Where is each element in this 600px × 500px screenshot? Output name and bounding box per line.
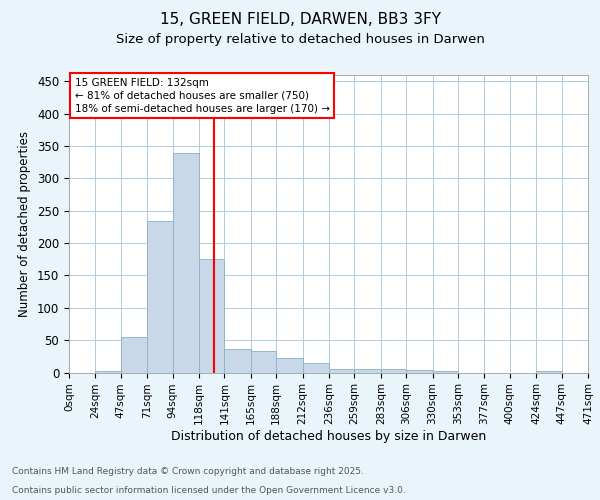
Bar — [199, 260, 224, 372]
Bar — [381, 370, 406, 372]
Text: 15, GREEN FIELD, DARWEN, BB3 3FY: 15, GREEN FIELD, DARWEN, BB3 3FY — [160, 12, 440, 28]
Bar — [433, 371, 458, 372]
Bar — [95, 370, 121, 372]
Bar — [302, 364, 329, 372]
Bar — [224, 348, 251, 372]
Bar — [147, 220, 173, 372]
Bar — [536, 370, 562, 372]
Bar — [406, 370, 433, 372]
Bar — [329, 368, 355, 372]
Bar — [173, 152, 199, 372]
Bar — [251, 351, 276, 372]
X-axis label: Distribution of detached houses by size in Darwen: Distribution of detached houses by size … — [171, 430, 486, 443]
Text: 15 GREEN FIELD: 132sqm
← 81% of detached houses are smaller (750)
18% of semi-de: 15 GREEN FIELD: 132sqm ← 81% of detached… — [74, 78, 329, 114]
Y-axis label: Number of detached properties: Number of detached properties — [19, 130, 31, 317]
Text: Contains public sector information licensed under the Open Government Licence v3: Contains public sector information licen… — [12, 486, 406, 495]
Bar — [121, 337, 147, 372]
Bar — [276, 358, 302, 372]
Text: Contains HM Land Registry data © Crown copyright and database right 2025.: Contains HM Land Registry data © Crown c… — [12, 467, 364, 476]
Text: Size of property relative to detached houses in Darwen: Size of property relative to detached ho… — [116, 32, 484, 46]
Bar — [355, 370, 381, 372]
